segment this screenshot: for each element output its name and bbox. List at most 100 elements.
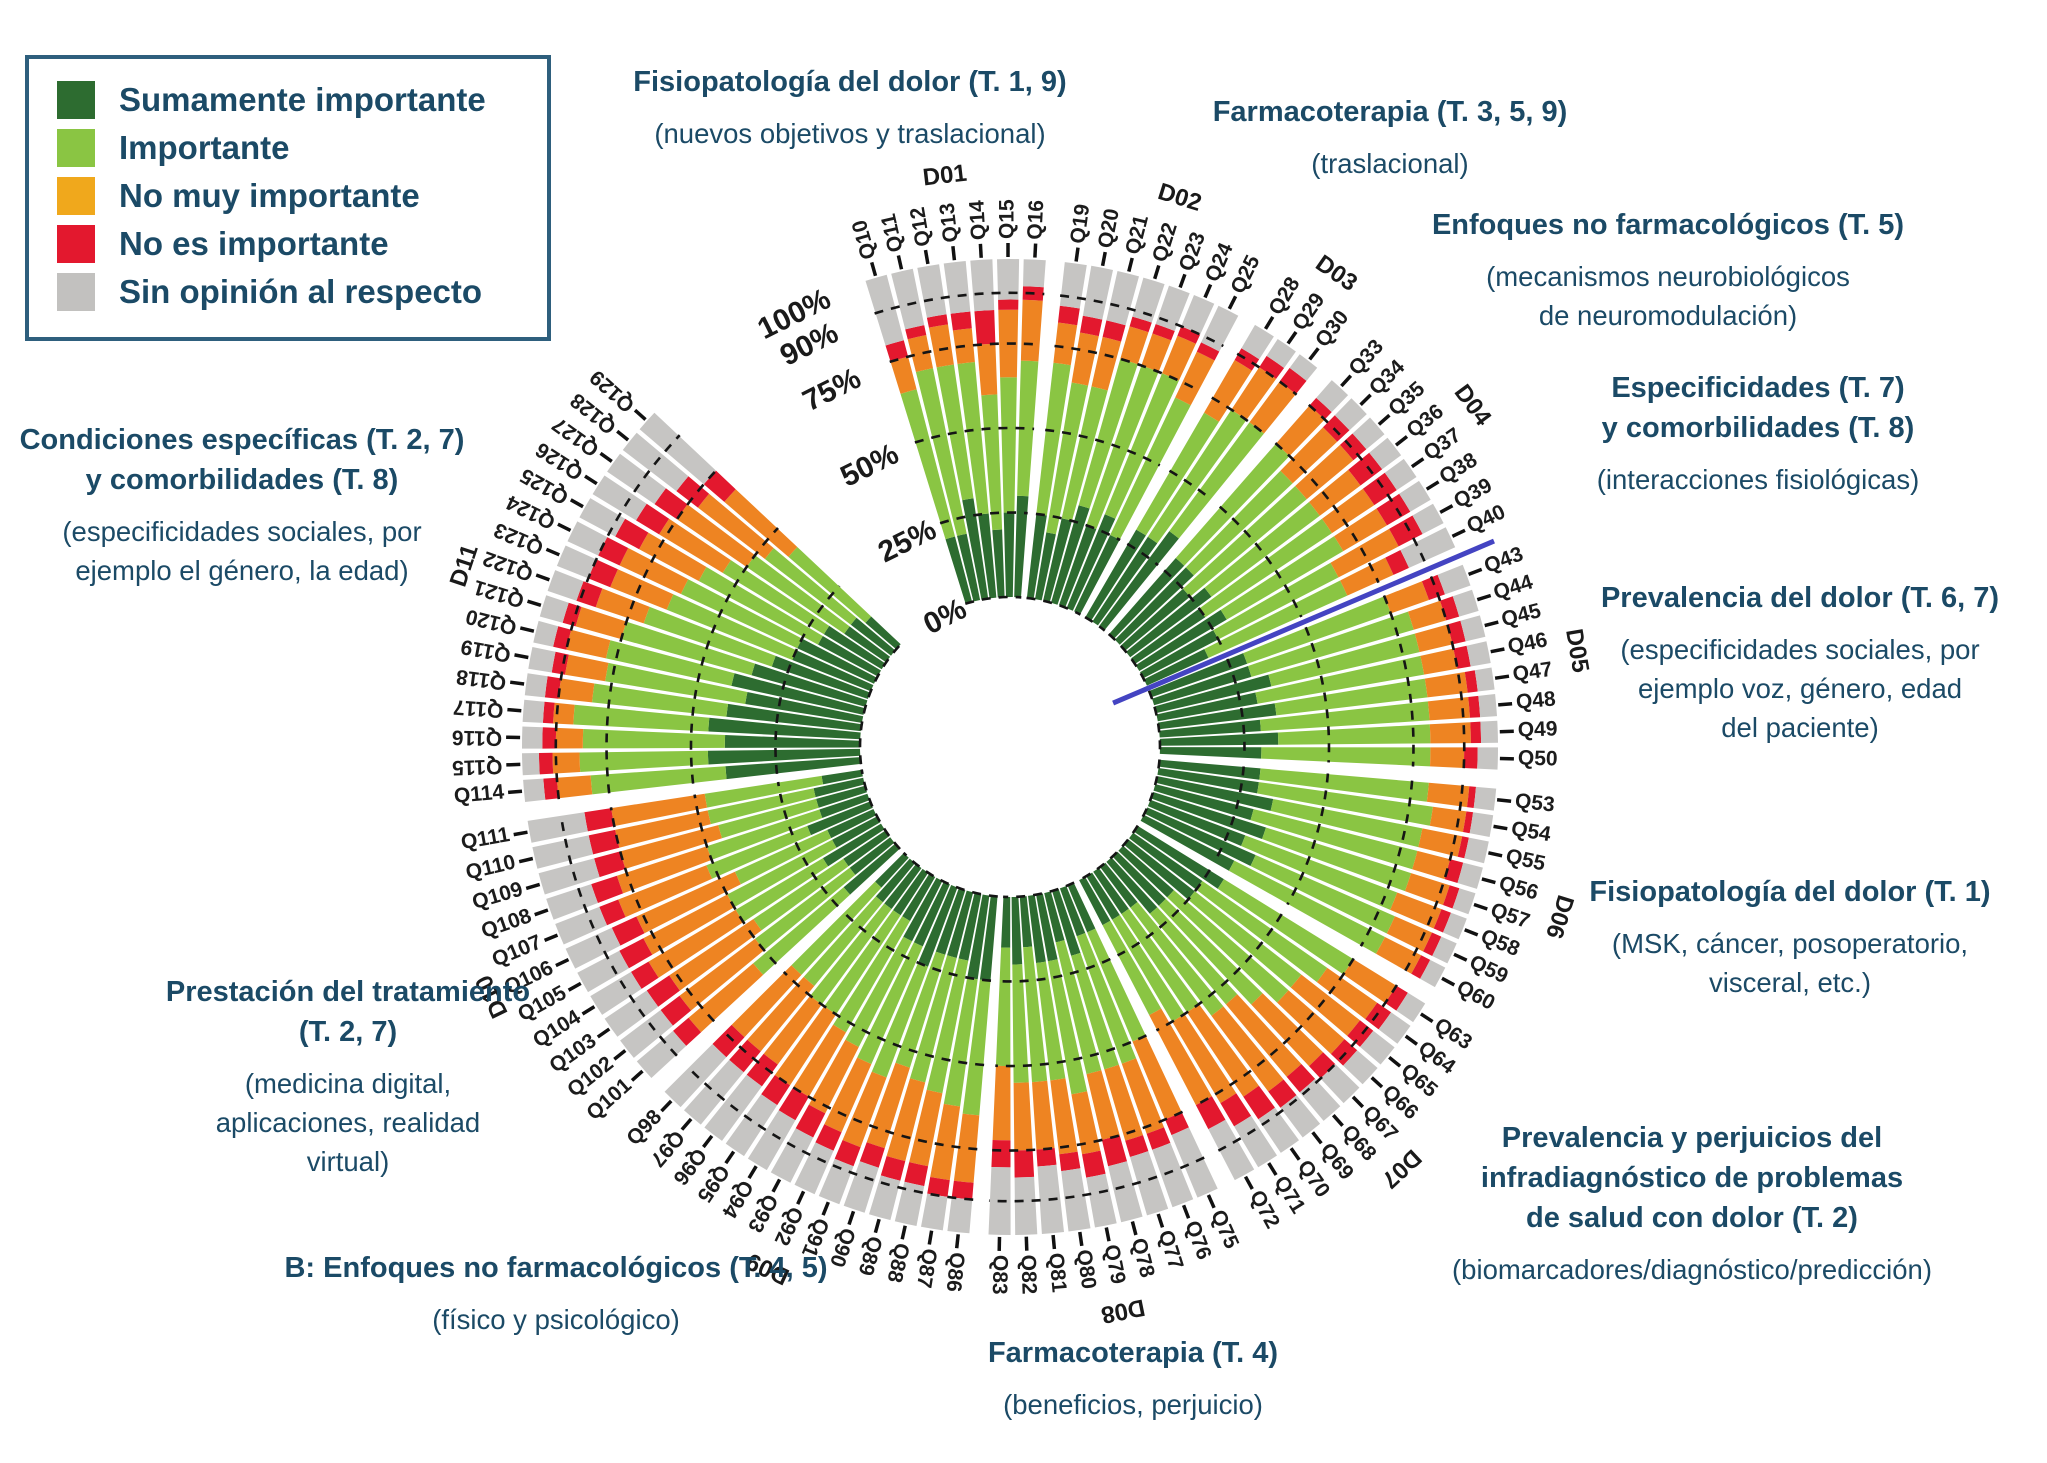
bar-segment xyxy=(1183,486,1307,597)
bar-segment xyxy=(1195,1096,1226,1130)
bar-segment xyxy=(967,894,990,980)
bar-segment xyxy=(1165,1112,1189,1136)
legend-item-sumamente: Sumamente importante xyxy=(57,81,527,119)
bar-segment xyxy=(893,868,929,916)
bar-segment xyxy=(588,559,618,588)
bar-segment xyxy=(1051,505,1090,605)
bar-segment xyxy=(1196,881,1328,983)
annotation-subtitle-line: del paciente) xyxy=(1721,712,1879,743)
bar-segment xyxy=(1390,892,1442,929)
bar-segment xyxy=(1316,967,1378,1020)
bar-tick xyxy=(1100,251,1107,267)
bar-segment xyxy=(588,829,620,855)
bar-segment xyxy=(648,909,744,978)
question-label-Q114: Q114 xyxy=(453,780,505,807)
bar-segment xyxy=(1279,367,1307,395)
bar-segment xyxy=(1055,940,1102,1075)
annotation-title-line: y comorbilidades (T. 8) xyxy=(85,464,399,496)
grid-ring-50 xyxy=(1168,469,1213,501)
bar-segment xyxy=(643,894,735,955)
bar-segment xyxy=(797,638,877,684)
question-bar-Q25 xyxy=(1074,305,1239,615)
bar-segment xyxy=(731,673,866,715)
bar-segment xyxy=(1259,355,1285,379)
question-bar-Q94 xyxy=(747,873,936,1171)
sector-annotation-prevalencia-dolor-t67: Prevalencia del dolor (T. 6, 7) (especifi… xyxy=(1560,578,2040,747)
bar-segment xyxy=(1028,894,1046,963)
bar-segment xyxy=(824,910,901,1015)
bar-segment xyxy=(542,701,555,724)
bar-segment xyxy=(1114,567,1194,645)
bar-tick xyxy=(633,408,647,421)
bar-segment xyxy=(1036,1148,1057,1167)
bar-segment xyxy=(1432,936,1457,964)
bar-segment xyxy=(770,1128,814,1183)
bar-segment xyxy=(807,801,873,836)
bar-segment xyxy=(618,865,713,918)
bar-segment xyxy=(1234,1115,1277,1168)
bar-segment xyxy=(555,906,607,945)
grid-ring-90 xyxy=(1059,294,1224,348)
question-label-Q83: Q83 xyxy=(988,1255,1012,1295)
bar-tick xyxy=(1153,264,1161,280)
bar-segment xyxy=(1159,747,1262,759)
bar-segment xyxy=(1092,536,1158,626)
bar-segment xyxy=(1130,1151,1169,1216)
bar-segment xyxy=(725,1094,778,1157)
bar-tick xyxy=(1467,567,1483,577)
bar-segment xyxy=(1343,959,1397,1003)
bar-segment xyxy=(1074,535,1120,615)
bar-segment xyxy=(816,785,867,808)
question-label-Q116: Q116 xyxy=(452,726,503,750)
question-bar-Q67 xyxy=(1112,851,1360,1104)
question-bar-Q57 xyxy=(1150,792,1476,915)
bar-segment xyxy=(945,536,973,604)
bar-segment xyxy=(1473,786,1497,811)
question-bar-Q82 xyxy=(1011,896,1038,1235)
grid-ring-25 xyxy=(842,911,992,982)
bar-tick xyxy=(1359,393,1372,406)
question-bar-Q58 xyxy=(1147,799,1467,940)
question-bar-Q46 xyxy=(1156,641,1491,722)
bar-segment xyxy=(1188,891,1302,988)
bar-segment xyxy=(555,727,584,749)
bar-segment xyxy=(619,548,689,594)
bar-segment xyxy=(1464,837,1489,864)
grid-ring-75 xyxy=(1382,595,1415,767)
question-label-Q15: Q15 xyxy=(995,199,1018,239)
bar-tick xyxy=(1051,1234,1057,1250)
bar-segment xyxy=(927,1177,950,1197)
bar-segment xyxy=(824,1057,872,1133)
domain-label-D02: D02 xyxy=(1155,178,1205,217)
question-bar-Q110 xyxy=(532,777,865,869)
question-label-Q16: Q16 xyxy=(1023,199,1048,240)
bar-segment xyxy=(1348,452,1383,486)
bar-segment xyxy=(1234,348,1260,371)
bar-segment xyxy=(1152,666,1252,706)
bar-segment xyxy=(708,717,861,740)
question-label-Q53: Q53 xyxy=(1514,789,1556,816)
bar-tick xyxy=(569,498,584,509)
bar-segment xyxy=(1023,259,1046,288)
grid-ring-25 xyxy=(999,957,1111,983)
bar-tick xyxy=(1286,331,1298,345)
bar-segment xyxy=(843,843,900,895)
bar-segment xyxy=(1020,299,1043,362)
question-bar-Q108 xyxy=(546,793,870,920)
bar-segment xyxy=(1149,907,1238,1005)
bar-segment xyxy=(884,863,922,909)
bar-segment xyxy=(1036,893,1058,962)
question-label-Q115: Q115 xyxy=(451,754,502,779)
bar-segment xyxy=(857,942,923,1065)
bar-segment xyxy=(930,1103,961,1181)
bar-segment xyxy=(918,885,958,967)
grid-ring-50 xyxy=(1218,505,1303,618)
question-bar-Q115 xyxy=(522,748,861,776)
annotation-subtitle-line: virtual) xyxy=(306,1146,390,1177)
bar-segment xyxy=(900,389,955,540)
bar-segment xyxy=(1334,398,1367,431)
bar-tick xyxy=(1308,347,1320,361)
question-label-Q81: Q81 xyxy=(1044,1252,1070,1294)
bar-segment xyxy=(808,1039,859,1114)
bar-segment xyxy=(727,839,837,908)
